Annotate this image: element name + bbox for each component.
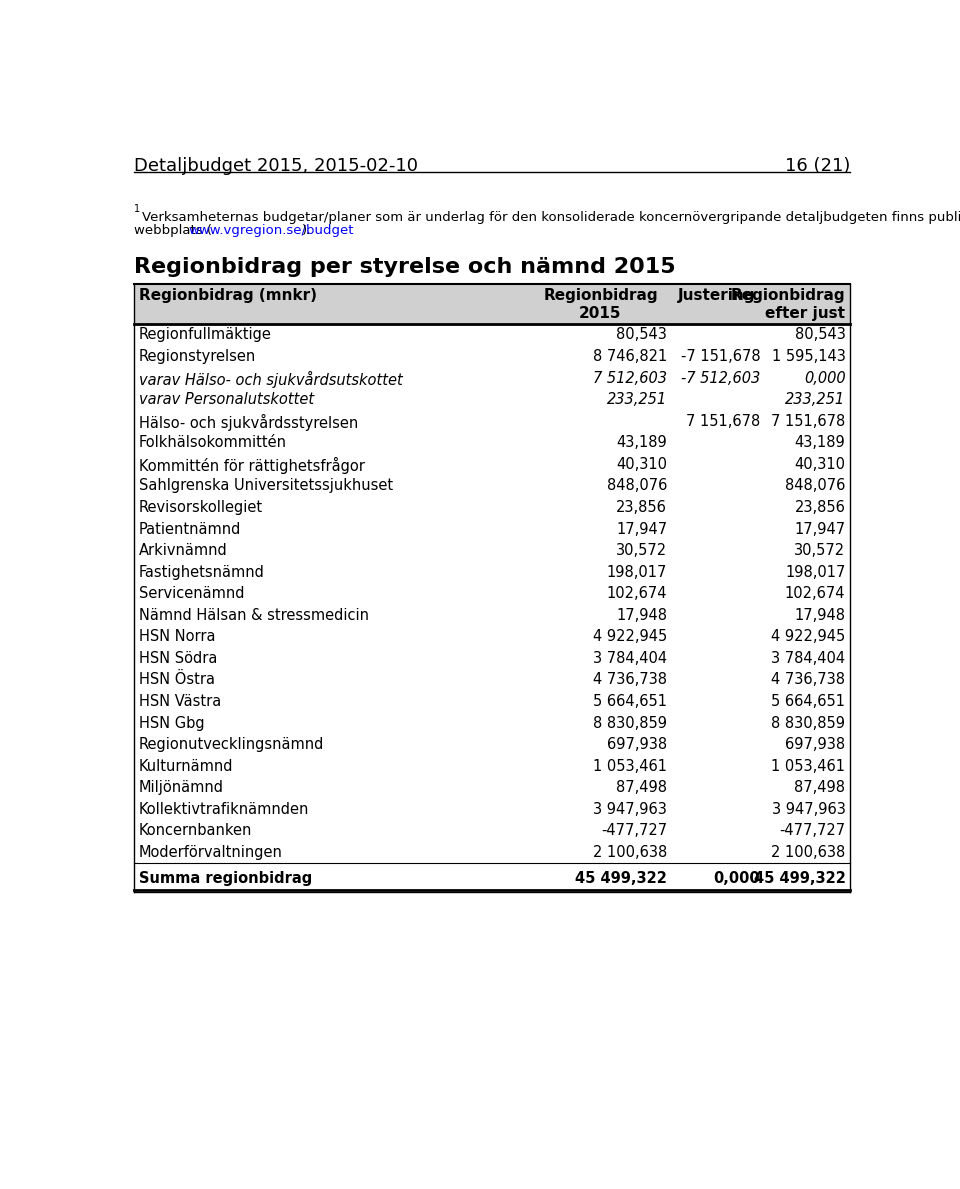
Text: Detaljbudget 2015, 2015-02-10: Detaljbudget 2015, 2015-02-10 — [134, 157, 418, 175]
Text: 5 664,651: 5 664,651 — [772, 694, 846, 709]
Text: 17,948: 17,948 — [616, 608, 667, 623]
Text: 848,076: 848,076 — [607, 478, 667, 493]
Text: ).: ). — [302, 225, 311, 238]
Text: Miljönämnd: Miljönämnd — [138, 780, 224, 795]
Text: HSN Gbg: HSN Gbg — [138, 716, 204, 730]
Text: Folkhälsokommittén: Folkhälsokommittén — [138, 435, 287, 451]
Text: 40,310: 40,310 — [616, 457, 667, 472]
Text: 43,189: 43,189 — [795, 435, 846, 451]
Text: 40,310: 40,310 — [795, 457, 846, 472]
Text: 3 947,963: 3 947,963 — [772, 801, 846, 817]
Text: HSN Norra: HSN Norra — [138, 629, 215, 644]
Text: Regionbidrag
2015: Regionbidrag 2015 — [543, 288, 658, 321]
Text: Regionstyrelsen: Regionstyrelsen — [138, 350, 256, 364]
Text: 8 830,859: 8 830,859 — [593, 716, 667, 730]
Text: Patientnämnd: Patientnämnd — [138, 522, 241, 536]
Text: Kulturnämnd: Kulturnämnd — [138, 759, 233, 774]
Text: 848,076: 848,076 — [785, 478, 846, 493]
Text: varav Personalutskottet: varav Personalutskottet — [138, 392, 314, 407]
Text: 80,543: 80,543 — [616, 327, 667, 342]
Text: Sahlgrenska Universitetssjukhuset: Sahlgrenska Universitetssjukhuset — [138, 478, 393, 493]
Text: 30,572: 30,572 — [794, 543, 846, 558]
Text: 1 595,143: 1 595,143 — [772, 350, 846, 364]
Text: 30,572: 30,572 — [616, 543, 667, 558]
Text: -477,727: -477,727 — [601, 823, 667, 838]
Text: -7 512,603: -7 512,603 — [681, 371, 760, 385]
Text: 198,017: 198,017 — [785, 565, 846, 580]
Text: -7 151,678: -7 151,678 — [681, 350, 760, 364]
Text: 17,948: 17,948 — [795, 608, 846, 623]
Text: 4 922,945: 4 922,945 — [593, 629, 667, 644]
Text: Arkivnämnd: Arkivnämnd — [138, 543, 228, 558]
Text: Regionfullmäktige: Regionfullmäktige — [138, 327, 272, 342]
Text: 87,498: 87,498 — [616, 780, 667, 795]
Text: Regionbidrag
efter just: Regionbidrag efter just — [731, 288, 846, 321]
Text: 16 (21): 16 (21) — [784, 157, 850, 175]
Text: Justering: Justering — [678, 288, 756, 303]
Text: 4 922,945: 4 922,945 — [771, 629, 846, 644]
Text: 0,000: 0,000 — [804, 371, 846, 385]
Text: -477,727: -477,727 — [780, 823, 846, 838]
Text: Revisorskollegiet: Revisorskollegiet — [138, 499, 263, 515]
Text: 2 100,638: 2 100,638 — [593, 845, 667, 860]
Text: 3 947,963: 3 947,963 — [593, 801, 667, 817]
Text: 1 053,461: 1 053,461 — [772, 759, 846, 774]
Text: Regionbidrag per styrelse och nämnd 2015: Regionbidrag per styrelse och nämnd 2015 — [134, 257, 676, 277]
Text: 697,938: 697,938 — [785, 737, 846, 753]
Text: 697,938: 697,938 — [607, 737, 667, 753]
Text: 8 746,821: 8 746,821 — [593, 350, 667, 364]
Bar — [134, 284, 850, 325]
Text: Kommittén för rättighetsfrågor: Kommittén för rättighetsfrågor — [138, 457, 365, 474]
Text: HSN Södra: HSN Södra — [138, 650, 217, 666]
Text: 8 830,859: 8 830,859 — [772, 716, 846, 730]
Text: 0,000: 0,000 — [713, 872, 760, 886]
Text: Verksamheternas budgetar/planer som är underlag för den konsoliderade koncernöve: Verksamheternas budgetar/planer som är u… — [142, 210, 960, 225]
Text: Hälso- och sjukvårdsstyrelsen: Hälso- och sjukvårdsstyrelsen — [138, 414, 358, 430]
Text: 233,251: 233,251 — [785, 392, 846, 407]
Text: Regionbidrag (mnkr): Regionbidrag (mnkr) — [138, 288, 317, 303]
Text: Kollektivtrafiknämnden: Kollektivtrafiknämnden — [138, 801, 309, 817]
Text: HSN Östra: HSN Östra — [138, 673, 215, 687]
Text: Summa regionbidrag: Summa regionbidrag — [138, 872, 312, 886]
Text: 3 784,404: 3 784,404 — [771, 650, 846, 666]
Text: 45 499,322: 45 499,322 — [575, 872, 667, 886]
Text: 7 512,603: 7 512,603 — [593, 371, 667, 385]
Text: 5 664,651: 5 664,651 — [593, 694, 667, 709]
Text: Nämnd Hälsan & stressmedicin: Nämnd Hälsan & stressmedicin — [138, 608, 369, 623]
Text: Regionutvecklingsnämnd: Regionutvecklingsnämnd — [138, 737, 324, 753]
Text: 4 736,738: 4 736,738 — [772, 673, 846, 687]
Text: varav Hälso- och sjukvårdsutskottet: varav Hälso- och sjukvårdsutskottet — [138, 371, 402, 388]
Text: 1: 1 — [134, 205, 140, 214]
Text: 23,856: 23,856 — [795, 499, 846, 515]
Text: Koncernbanken: Koncernbanken — [138, 823, 252, 838]
Text: 43,189: 43,189 — [616, 435, 667, 451]
Text: 233,251: 233,251 — [607, 392, 667, 407]
Text: 17,947: 17,947 — [794, 522, 846, 536]
Text: Servicenämnd: Servicenämnd — [138, 586, 244, 602]
Text: HSN Västra: HSN Västra — [138, 694, 221, 709]
Text: 102,674: 102,674 — [607, 586, 667, 602]
Text: 80,543: 80,543 — [795, 327, 846, 342]
Text: 7 151,678: 7 151,678 — [771, 414, 846, 429]
Text: 102,674: 102,674 — [785, 586, 846, 602]
Text: 2 100,638: 2 100,638 — [771, 845, 846, 860]
Text: Fastighetsnämnd: Fastighetsnämnd — [138, 565, 264, 580]
Text: 23,856: 23,856 — [616, 499, 667, 515]
Text: 4 736,738: 4 736,738 — [593, 673, 667, 687]
Text: www.vgregion.se/budget: www.vgregion.se/budget — [188, 225, 353, 238]
Text: 17,947: 17,947 — [616, 522, 667, 536]
Text: 3 784,404: 3 784,404 — [593, 650, 667, 666]
Text: 7 151,678: 7 151,678 — [685, 414, 760, 429]
Text: 87,498: 87,498 — [795, 780, 846, 795]
Text: 1 053,461: 1 053,461 — [593, 759, 667, 774]
Text: 198,017: 198,017 — [607, 565, 667, 580]
Text: webbplats (: webbplats ( — [134, 225, 212, 238]
Text: Moderförvaltningen: Moderförvaltningen — [138, 845, 282, 860]
Text: 45 499,322: 45 499,322 — [754, 872, 846, 886]
